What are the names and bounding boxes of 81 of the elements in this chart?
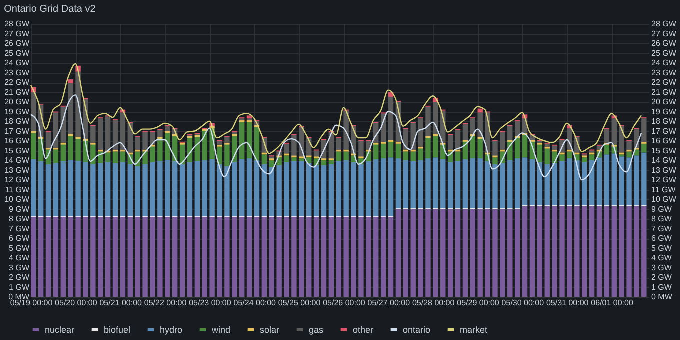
x-tick-label: 05/28 00:00 [412, 298, 456, 308]
y-tick-label: 4 GW [9, 254, 30, 262]
y2-tick-label: 1 GW [652, 282, 672, 292]
legend-label: market [460, 325, 488, 335]
y2-tick-label: 19 GW [652, 107, 677, 116]
y2-tick-label: 20 GW [652, 98, 677, 106]
y2-tick-label: 7 GW [652, 224, 672, 234]
legend-label: ontario [403, 325, 431, 335]
y-tick-label: 1 GW [9, 282, 30, 292]
chart-title: Ontario Grid Data v2 [4, 4, 96, 15]
y-tick-label: 17 GW [4, 126, 30, 136]
y-tick-label: 16 GW [4, 136, 30, 146]
y2-tick-label: 4 GW [652, 254, 672, 262]
y-tick-label: 24 GW [4, 58, 30, 68]
y-tick-label: 28 GW [4, 20, 30, 28]
legend-label: hydro [160, 325, 183, 335]
y2-tick-label: 24 GW [652, 58, 677, 68]
y2-tick-label: 10 GW [652, 195, 677, 204]
y-tick-label: 23 GW [4, 68, 30, 78]
y2-tick-label: 27 GW [652, 29, 677, 38]
y2-tick-label: 16 GW [652, 136, 677, 146]
y-tick-label: 2 GW [9, 273, 30, 282]
x-tick-label: 05/31 00:00 [546, 298, 590, 308]
y-tick-label: 10 GW [4, 195, 30, 204]
y-tick-label: 13 GW [4, 166, 30, 175]
y2-tick-label: 22 GW [652, 78, 677, 87]
y2-tick-label: 0 MW [652, 292, 673, 302]
y2-tick-label: 13 GW [652, 166, 677, 175]
y2-tick-label: 9 GW [652, 204, 672, 214]
x-tick-label: 05/23 00:00 [189, 298, 232, 308]
legend-label: nuclear [45, 325, 75, 335]
y-tick-label: 5 GW [9, 244, 30, 253]
y-tick-label: 19 GW [4, 107, 30, 116]
x-tick-label: 05/22 00:00 [144, 298, 188, 308]
x-tick-label: 06/01 00:00 [591, 298, 634, 308]
x-tick-label: 05/20 00:00 [55, 298, 98, 308]
y-tick-label: 20 GW [4, 98, 30, 106]
y-tick-label: 7 GW [9, 224, 30, 234]
y-tick-label: 15 GW [4, 146, 30, 156]
y-tick-label: 26 GW [4, 39, 30, 48]
y2-tick-label: 15 GW [652, 146, 677, 156]
y2-tick-label: 26 GW [652, 39, 677, 48]
legend-label: biofuel [104, 325, 131, 335]
x-tick-label: 05/25 00:00 [278, 298, 322, 308]
y-tick-label: 21 GW [4, 88, 30, 97]
y2-tick-label: 21 GW [652, 88, 677, 97]
x-tick-label: 05/27 00:00 [368, 298, 411, 308]
legend-label: other [353, 325, 374, 335]
y-tick-label: 25 GW [4, 48, 30, 58]
y2-tick-label: 11 GW [652, 185, 676, 194]
y2-tick-label: 12 GW [652, 176, 677, 184]
legend-label: gas [309, 325, 324, 335]
y-tick-label: 22 GW [4, 78, 30, 87]
x-tick-label: 05/21 00:00 [100, 298, 143, 308]
y-tick-label: 9 GW [9, 204, 30, 214]
y-tick-label: 11 GW [5, 185, 30, 194]
legend-label: wind [211, 325, 231, 335]
x-tick-label: 05/29 00:00 [457, 298, 500, 308]
y2-tick-label: 23 GW [652, 68, 677, 78]
y2-tick-label: 3 GW [652, 263, 672, 272]
y-tick-label: 14 GW [4, 156, 30, 165]
x-tick-label: 05/30 00:00 [502, 298, 545, 308]
y-tick-label: 6 GW [9, 234, 30, 243]
y-tick-label: 8 GW [9, 214, 30, 224]
y2-tick-label: 14 GW [652, 156, 677, 165]
y-tick-label: 18 GW [4, 117, 30, 126]
y-tick-label: 3 GW [9, 263, 30, 272]
y2-tick-label: 25 GW [652, 48, 677, 58]
y2-tick-label: 6 GW [652, 234, 672, 243]
x-tick-label: 05/24 00:00 [234, 298, 277, 308]
y-tick-label: 12 GW [4, 176, 30, 184]
y2-tick-label: 5 GW [652, 244, 672, 253]
y2-tick-label: 2 GW [652, 273, 672, 282]
x-tick-label: 05/26 00:00 [323, 298, 366, 308]
x-tick-label: 05/19 00:00 [10, 298, 54, 308]
y2-tick-label: 18 GW [652, 117, 677, 126]
y2-tick-label: 28 GW [652, 20, 677, 28]
legend-label: solar [260, 325, 280, 335]
y2-tick-label: 8 GW [652, 214, 672, 224]
y2-tick-label: 17 GW [652, 126, 677, 136]
y-tick-label: 27 GW [4, 29, 30, 38]
